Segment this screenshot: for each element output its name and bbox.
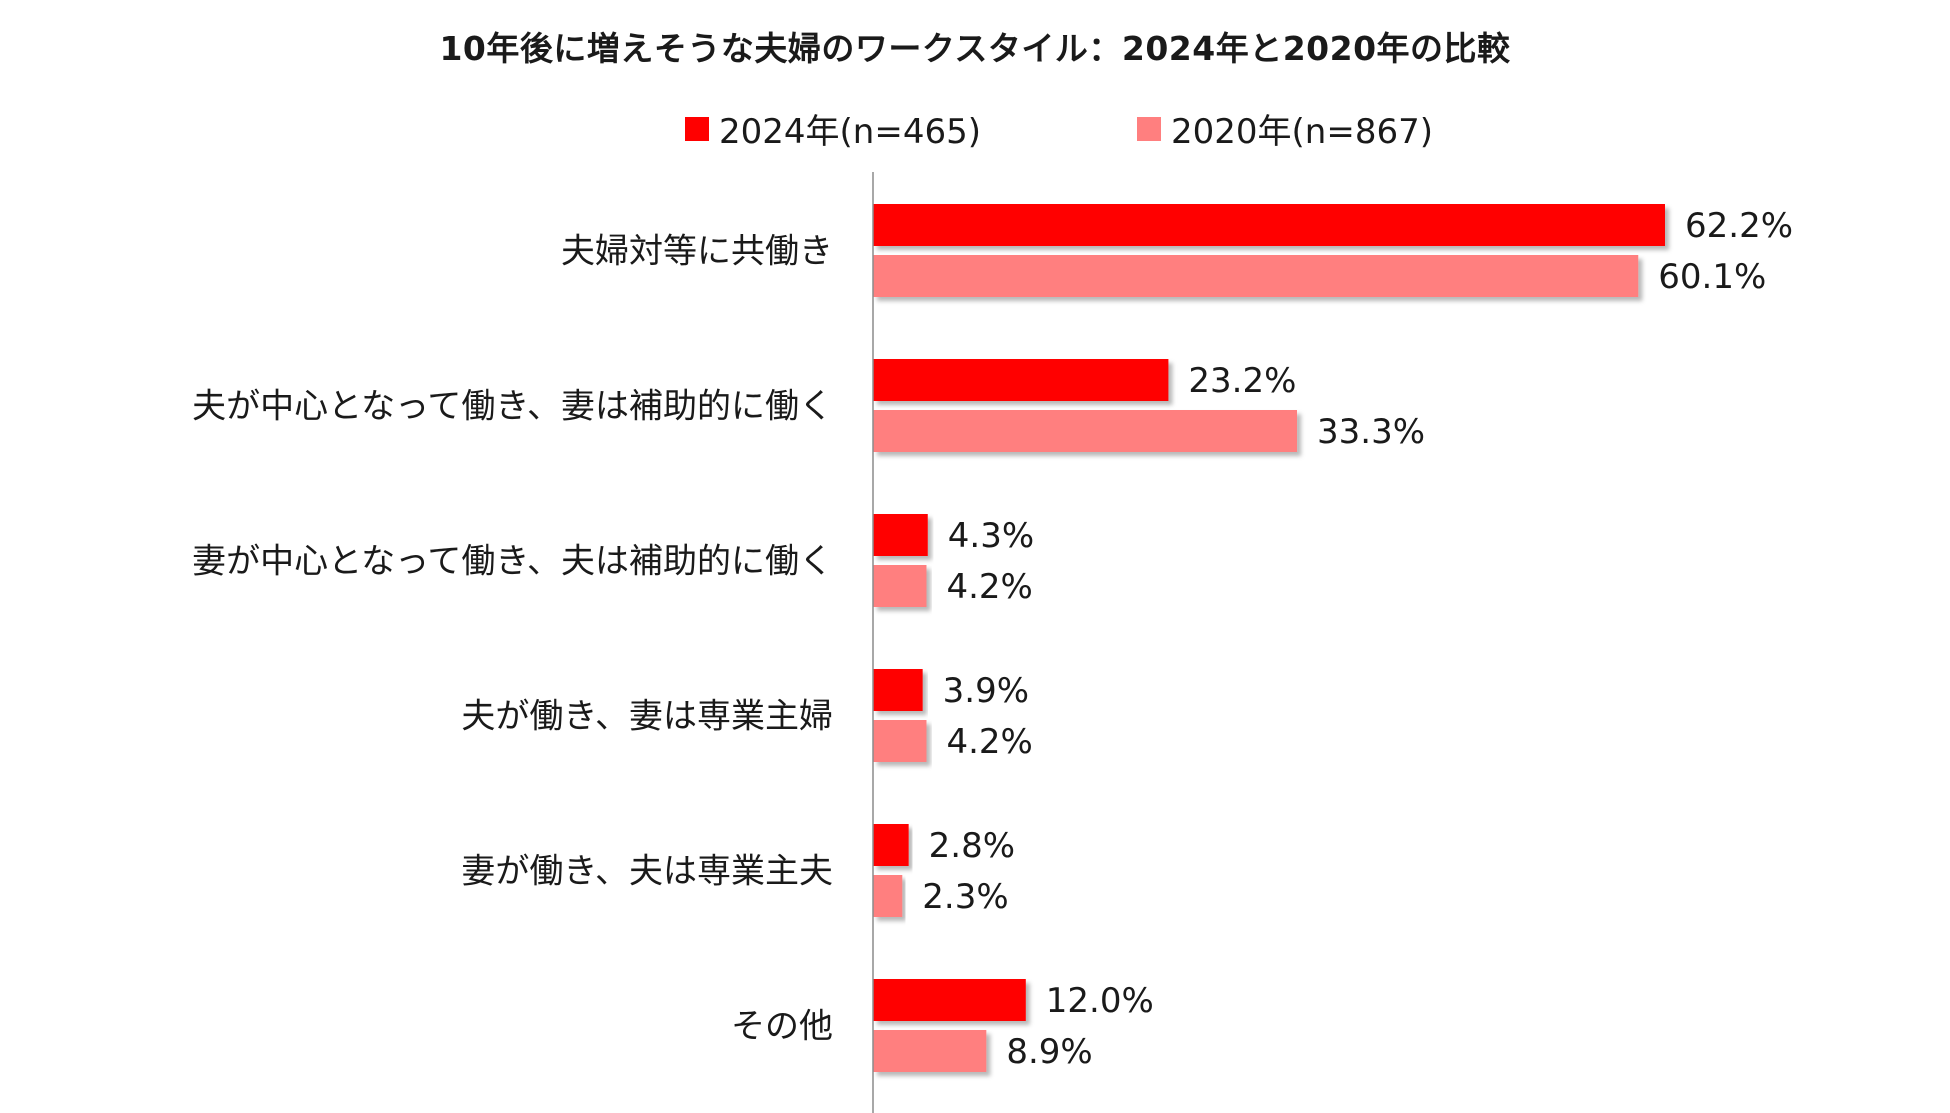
data-label: 4.2% <box>946 722 1032 762</box>
legend-swatch-2024 <box>685 116 709 141</box>
category-label: 夫が働き、妻は専業主婦 <box>461 697 833 737</box>
data-label: 8.9% <box>1006 1032 1092 1072</box>
data-label: 2.3% <box>922 877 1008 917</box>
data-label: 33.3% <box>1317 412 1425 452</box>
legend-label-2020: 2020年(n=867) <box>1171 112 1433 152</box>
data-label: 23.2% <box>1188 361 1296 401</box>
bar-2024 <box>873 979 1026 1021</box>
chart-title: 10年後に増えそうな夫婦のワークスタイル：2024年と2020年の比較 <box>439 29 1511 68</box>
bar-2020 <box>873 410 1298 452</box>
data-label: 12.0% <box>1046 981 1154 1021</box>
bar-2024 <box>873 514 928 556</box>
legend-label-2024: 2024年(n=465) <box>719 112 981 152</box>
data-label: 4.3% <box>948 516 1034 556</box>
bar-2020 <box>873 565 927 607</box>
legend: 2024年(n=465) 2020年(n=867) <box>0 104 1950 152</box>
data-label: 62.2% <box>1685 206 1793 246</box>
bar-2020 <box>873 875 903 917</box>
bar-2020 <box>873 255 1639 297</box>
bar-2024 <box>873 669 923 711</box>
bar-2024 <box>873 824 909 866</box>
category-label: 妻が中心となって働き、夫は補助的に働く <box>192 542 833 582</box>
bar-2024 <box>873 204 1665 246</box>
bar-2020 <box>873 720 927 762</box>
legend-item-2024: 2024年(n=465) <box>685 104 981 153</box>
category-label: その他 <box>731 1007 833 1047</box>
data-label: 3.9% <box>943 671 1029 711</box>
category-label: 夫婦対等に共働き <box>561 232 833 272</box>
category-label: 夫が中心となって働き、妻は補助的に働く <box>192 387 833 427</box>
data-label: 4.2% <box>946 567 1032 607</box>
legend-item-2020: 2020年(n=867) <box>1137 104 1433 153</box>
category-label: 妻が働き、夫は専業主夫 <box>461 852 833 892</box>
legend-swatch-2020 <box>1137 116 1161 141</box>
data-label: 60.1% <box>1658 257 1766 297</box>
data-label: 2.8% <box>929 826 1015 866</box>
bar-2020 <box>873 1030 987 1072</box>
bar-2024 <box>873 359 1169 401</box>
